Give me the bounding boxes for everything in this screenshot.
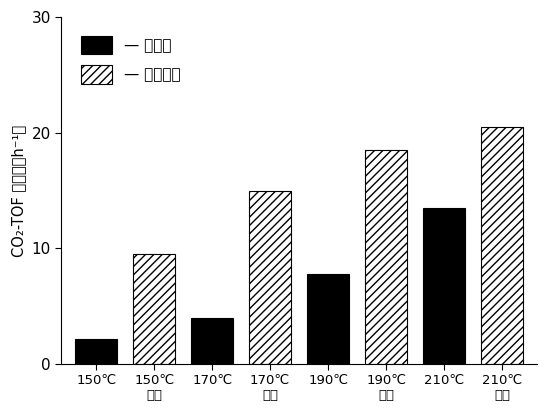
Bar	[133, 254, 175, 364]
Bar	[481, 127, 523, 364]
Bar	[249, 191, 291, 364]
Legend: — 暗反应, — 光照反应: — 暗反应, — 光照反应	[74, 28, 189, 91]
Bar	[423, 208, 465, 364]
Bar	[76, 339, 117, 364]
Bar	[307, 274, 349, 364]
Y-axis label: CO₂-TOF 转化率（h⁻¹）: CO₂-TOF 转化率（h⁻¹）	[11, 125, 26, 257]
Bar	[366, 150, 407, 364]
Bar	[191, 318, 233, 364]
